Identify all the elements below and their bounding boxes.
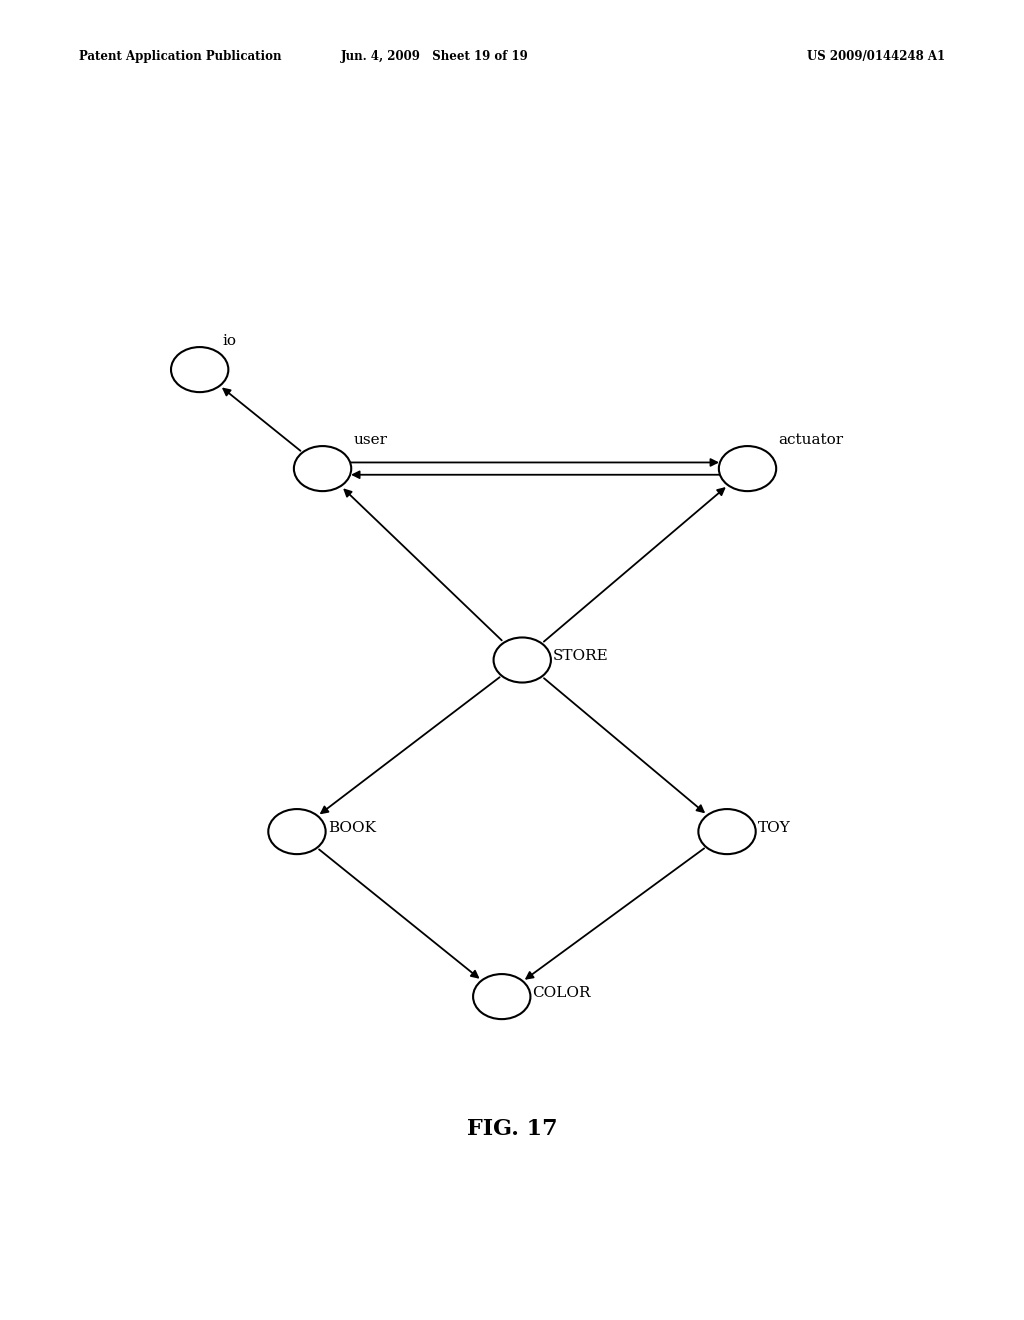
Text: io: io [222, 334, 237, 347]
Text: FIG. 17: FIG. 17 [467, 1118, 557, 1139]
Text: user: user [353, 433, 387, 446]
Ellipse shape [473, 974, 530, 1019]
Ellipse shape [171, 347, 228, 392]
Text: STORE: STORE [553, 649, 608, 663]
Ellipse shape [719, 446, 776, 491]
Ellipse shape [494, 638, 551, 682]
Ellipse shape [294, 446, 351, 491]
Text: COLOR: COLOR [532, 986, 591, 999]
Text: US 2009/0144248 A1: US 2009/0144248 A1 [807, 50, 945, 63]
Ellipse shape [698, 809, 756, 854]
Text: TOY: TOY [758, 821, 791, 834]
Text: BOOK: BOOK [328, 821, 376, 834]
Text: Patent Application Publication: Patent Application Publication [79, 50, 282, 63]
Ellipse shape [268, 809, 326, 854]
Text: Jun. 4, 2009   Sheet 19 of 19: Jun. 4, 2009 Sheet 19 of 19 [341, 50, 529, 63]
Text: actuator: actuator [778, 433, 844, 446]
